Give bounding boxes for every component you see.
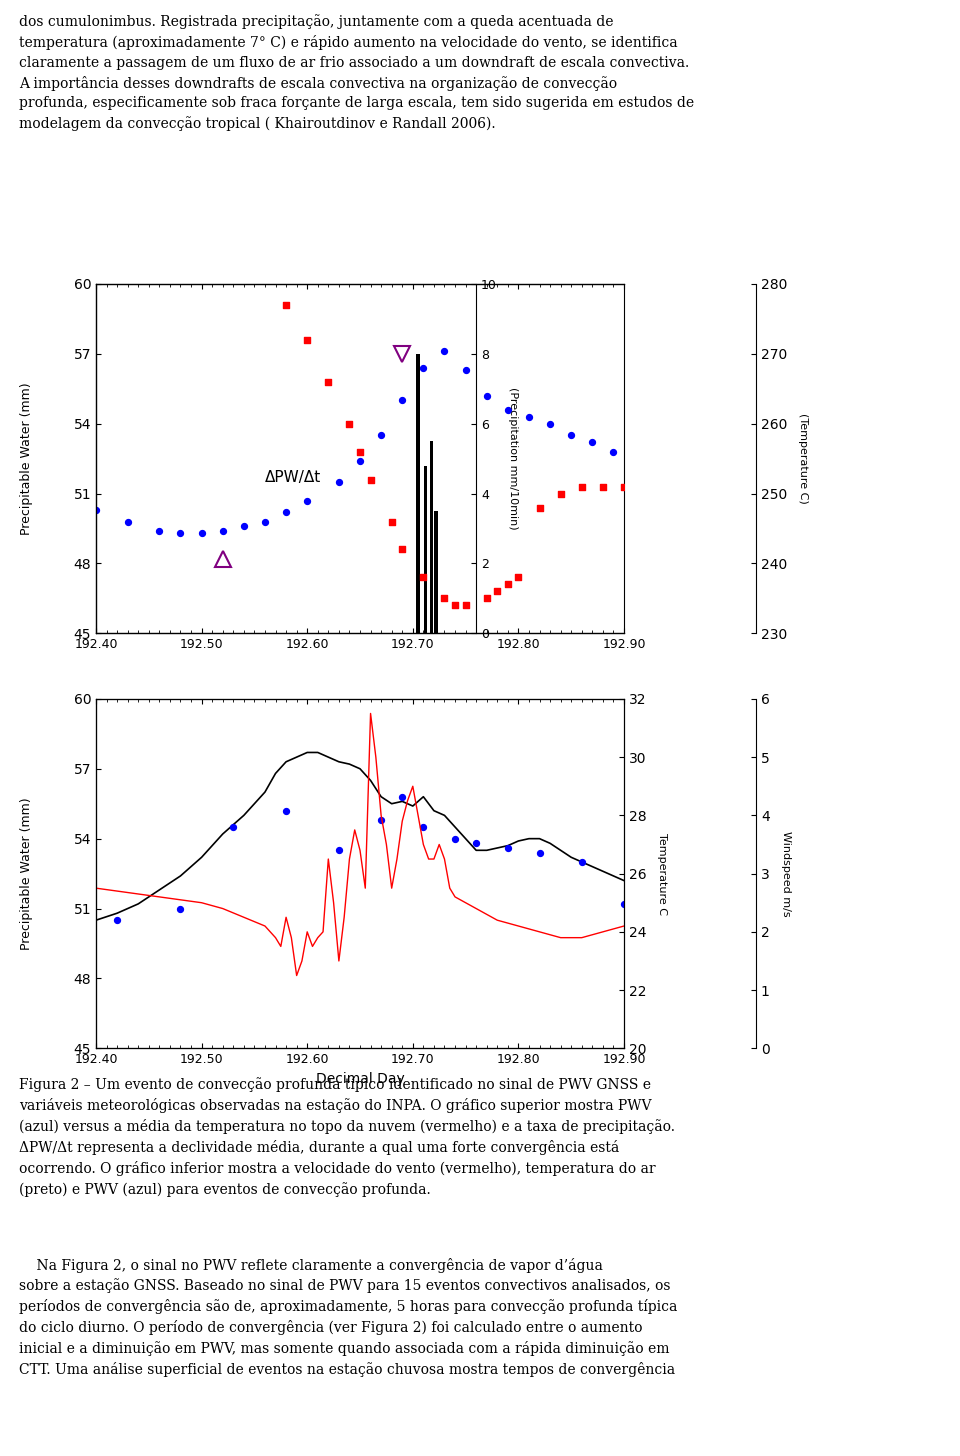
Point [511, 566, 526, 590]
Point [88, 498, 104, 521]
Point [395, 389, 410, 412]
Bar [417, 354, 420, 633]
Point [616, 893, 632, 916]
Point [226, 815, 241, 839]
Point [595, 475, 611, 498]
X-axis label: Decimal Day: Decimal Day [316, 1072, 404, 1086]
Point [616, 475, 632, 498]
Point [479, 384, 494, 408]
Point [257, 510, 273, 533]
Y-axis label: Precipitable Water (mm): Precipitable Water (mm) [19, 383, 33, 534]
Point [437, 339, 452, 363]
Point [194, 521, 209, 545]
Point [437, 587, 452, 610]
Point [532, 496, 547, 520]
Point [215, 520, 230, 543]
Point [278, 799, 294, 823]
Point [416, 357, 431, 380]
Point [120, 510, 135, 533]
Point [257, 258, 273, 281]
Point [574, 850, 589, 874]
Y-axis label: Temperature C: Temperature C [658, 833, 667, 914]
Point [585, 431, 600, 454]
Point [173, 521, 188, 545]
Point [458, 358, 473, 381]
Y-axis label: Precipitable Water (mm): Precipitable Water (mm) [19, 798, 33, 949]
Bar [424, 466, 427, 633]
Point [447, 827, 463, 850]
Y-axis label: Windspeed m/s: Windspeed m/s [780, 831, 791, 916]
Point [521, 405, 537, 428]
Point [331, 839, 347, 862]
Point [500, 572, 516, 596]
Point [331, 470, 347, 494]
Point [300, 328, 315, 351]
Text: Na Figura 2, o sinal no PWV reflete claramente a convergência de vapor d’água
so: Na Figura 2, o sinal no PWV reflete clar… [19, 1238, 678, 1377]
Point [500, 836, 516, 859]
Point [321, 370, 336, 393]
Point [416, 815, 431, 839]
Point [479, 587, 494, 610]
Point [300, 489, 315, 513]
Point [574, 475, 589, 498]
Text: Figura 2 – Um evento de convecção profunda típico identificado no sinal de PWV G: Figura 2 – Um evento de convecção profun… [19, 1077, 675, 1197]
Point [173, 897, 188, 920]
Point [373, 424, 389, 447]
Point [395, 537, 410, 561]
Text: dos cumulonimbus. Registrada precipitação, juntamente com a queda acentuada de
t: dos cumulonimbus. Registrada precipitaçã… [19, 15, 694, 131]
Point [458, 594, 473, 617]
Point [352, 450, 368, 473]
Point [564, 424, 579, 447]
Point [152, 520, 167, 543]
Bar [430, 441, 433, 633]
Text: ΔPW/Δt: ΔPW/Δt [265, 470, 322, 485]
Point [109, 909, 125, 932]
Point [236, 514, 252, 537]
Point [395, 785, 410, 808]
Point [384, 510, 399, 533]
Point [553, 482, 568, 505]
Y-axis label: (Temperature C): (Temperature C) [798, 414, 808, 504]
Point [342, 412, 357, 435]
Point [606, 440, 621, 463]
Y-axis label: (Precipitation mm/10min): (Precipitation mm/10min) [508, 387, 517, 530]
Point [363, 467, 378, 491]
Point [468, 831, 484, 855]
Point [278, 293, 294, 316]
Bar [435, 511, 438, 633]
Point [236, 237, 252, 261]
Point [278, 501, 294, 524]
Point [352, 440, 368, 463]
Point [532, 842, 547, 865]
Point [447, 594, 463, 617]
Point [542, 412, 558, 435]
Point [500, 397, 516, 421]
Point [373, 808, 389, 831]
Point [490, 579, 505, 603]
Point [416, 566, 431, 590]
